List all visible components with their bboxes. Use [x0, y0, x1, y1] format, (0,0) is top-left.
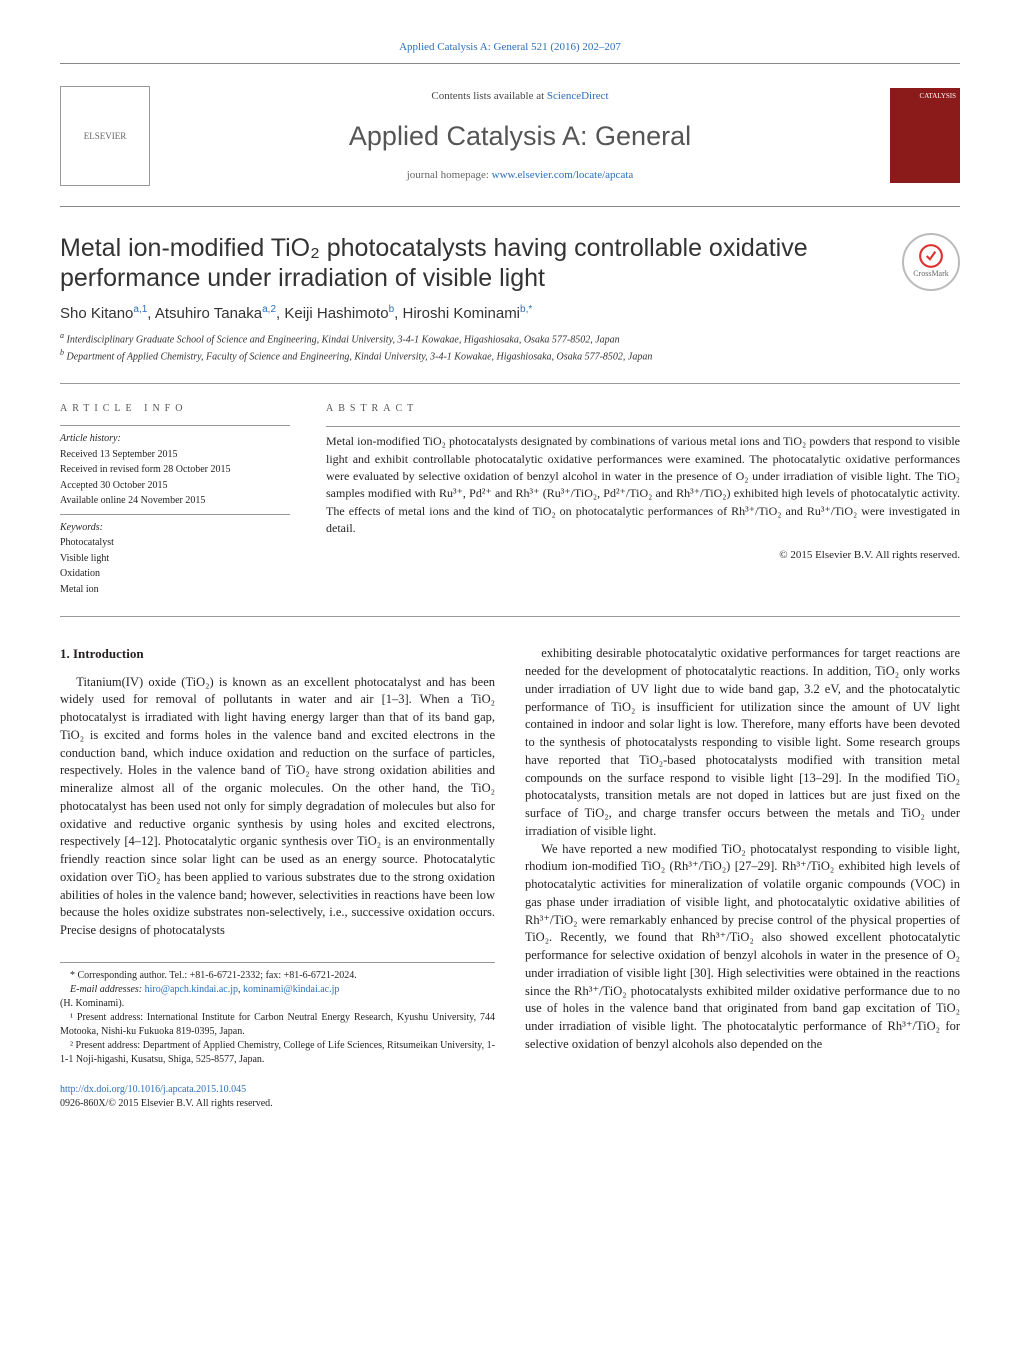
divider-mid	[60, 206, 960, 207]
author-2-marks: b	[389, 304, 395, 315]
divider-top	[60, 63, 960, 64]
footnote-1: ¹ Present address: International Institu…	[60, 1011, 495, 1039]
history-3: Available online 24 November 2015	[60, 494, 290, 508]
footnote-2: ² Present address: Department of Applied…	[60, 1039, 495, 1067]
affiliation-a: a Interdisciplinary Graduate School of S…	[60, 330, 960, 347]
footnote-email: E-mail addresses: hiro@apch.kindai.ac.jp…	[60, 983, 495, 997]
homepage-link[interactable]: www.elsevier.com/locate/apcata	[492, 169, 634, 181]
history-0: Received 13 September 2015	[60, 448, 290, 462]
body-columns: 1. Introduction Titanium(IV) oxide (TiO₂…	[60, 645, 960, 1111]
keyword-1: Visible light	[60, 552, 290, 566]
divider-thin-2	[60, 616, 960, 617]
introduction-heading: 1. Introduction	[60, 645, 495, 663]
article-info-label: ARTICLE INFO	[60, 402, 290, 416]
body-col-left: 1. Introduction Titanium(IV) oxide (TiO₂…	[60, 645, 495, 1111]
body-col-right: exhibiting desirable photocatalytic oxid…	[525, 645, 960, 1111]
author-0: Sho Kitano	[60, 305, 133, 322]
footnote-email-owner: (H. Kominami).	[60, 997, 495, 1011]
article-title: Metal ion-modified TiO₂ photocatalysts h…	[60, 233, 882, 293]
crossmark-label: CrossMark	[913, 269, 949, 280]
info-abstract-row: ARTICLE INFO Article history: Received 1…	[60, 402, 960, 599]
abstract-divider	[326, 426, 960, 427]
sciencedirect-link[interactable]: ScienceDirect	[547, 90, 609, 102]
abstract-column: ABSTRACT Metal ion-modified TiO₂ photoca…	[326, 402, 960, 599]
keyword-0: Photocatalyst	[60, 536, 290, 550]
intro-paragraph-1: Titanium(IV) oxide (TiO₂) is known as an…	[60, 674, 495, 940]
email-label: E-mail addresses:	[70, 984, 145, 995]
homepage-prefix: journal homepage:	[407, 169, 492, 181]
title-block: Metal ion-modified TiO₂ photocatalysts h…	[60, 233, 960, 293]
journal-name: Applied Catalysis A: General	[150, 118, 890, 154]
email-link-2[interactable]: kominami@kindai.ac.jp	[243, 984, 339, 995]
bottom-info: http://dx.doi.org/10.1016/j.apcata.2015.…	[60, 1083, 495, 1111]
author-3-marks: b,*	[520, 304, 532, 315]
history-1: Received in revised form 28 October 2015	[60, 463, 290, 477]
info-divider-2	[60, 514, 290, 515]
footnotes: * Corresponding author. Tel.: +81-6-6721…	[60, 962, 495, 1067]
masthead: ELSEVIER Contents lists available at Sci…	[60, 76, 960, 198]
article-info-column: ARTICLE INFO Article history: Received 1…	[60, 402, 290, 599]
issn-copyright: 0926-860X/© 2015 Elsevier B.V. All right…	[60, 1098, 273, 1109]
header-citation: Applied Catalysis A: General 521 (2016) …	[60, 40, 960, 55]
aff-a-mark: a	[60, 331, 64, 340]
keyword-3: Metal ion	[60, 583, 290, 597]
abstract-text: Metal ion-modified TiO₂ photocatalysts d…	[326, 433, 960, 537]
divider-thin-1	[60, 383, 960, 384]
contents-line: Contents lists available at ScienceDirec…	[150, 89, 890, 104]
author-2: Keiji Hashimoto	[284, 305, 388, 322]
authors-line: Sho Kitanoa,1, Atsuhiro Tanakaa,2, Keiji…	[60, 303, 960, 324]
keywords-label: Keywords:	[60, 521, 290, 535]
author-0-marks: a,1	[133, 304, 147, 315]
homepage-line: journal homepage: www.elsevier.com/locat…	[150, 168, 890, 183]
elsevier-logo: ELSEVIER	[60, 86, 150, 186]
author-1-marks: a,2	[262, 304, 276, 315]
email-link-1[interactable]: hiro@apch.kindai.ac.jp	[145, 984, 238, 995]
author-1: Atsuhiro Tanaka	[155, 305, 262, 322]
intro-paragraph-3: We have reported a new modified TiO₂ pho…	[525, 841, 960, 1054]
info-divider-1	[60, 425, 290, 426]
intro-paragraph-2: exhibiting desirable photocatalytic oxid…	[525, 645, 960, 840]
journal-cover-thumb: CATALYSIS	[890, 88, 960, 183]
footnote-corresponding: * Corresponding author. Tel.: +81-6-6721…	[60, 969, 495, 983]
history-2: Accepted 30 October 2015	[60, 479, 290, 493]
doi-link[interactable]: http://dx.doi.org/10.1016/j.apcata.2015.…	[60, 1084, 246, 1095]
author-3: Hiroshi Kominami	[402, 305, 520, 322]
history-label: Article history:	[60, 432, 290, 446]
crossmark-icon	[918, 243, 944, 269]
masthead-center: Contents lists available at ScienceDirec…	[150, 89, 890, 183]
abstract-label: ABSTRACT	[326, 402, 960, 417]
aff-a-text: Interdisciplinary Graduate School of Sci…	[67, 334, 620, 345]
affiliation-b: b Department of Applied Chemistry, Facul…	[60, 347, 960, 364]
affiliations: a Interdisciplinary Graduate School of S…	[60, 330, 960, 365]
abstract-copyright: © 2015 Elsevier B.V. All rights reserved…	[326, 548, 960, 564]
aff-b-mark: b	[60, 348, 64, 357]
aff-b-text: Department of Applied Chemistry, Faculty…	[67, 352, 653, 363]
contents-prefix: Contents lists available at	[431, 90, 546, 102]
crossmark-badge[interactable]: CrossMark	[902, 233, 960, 291]
keyword-2: Oxidation	[60, 567, 290, 581]
